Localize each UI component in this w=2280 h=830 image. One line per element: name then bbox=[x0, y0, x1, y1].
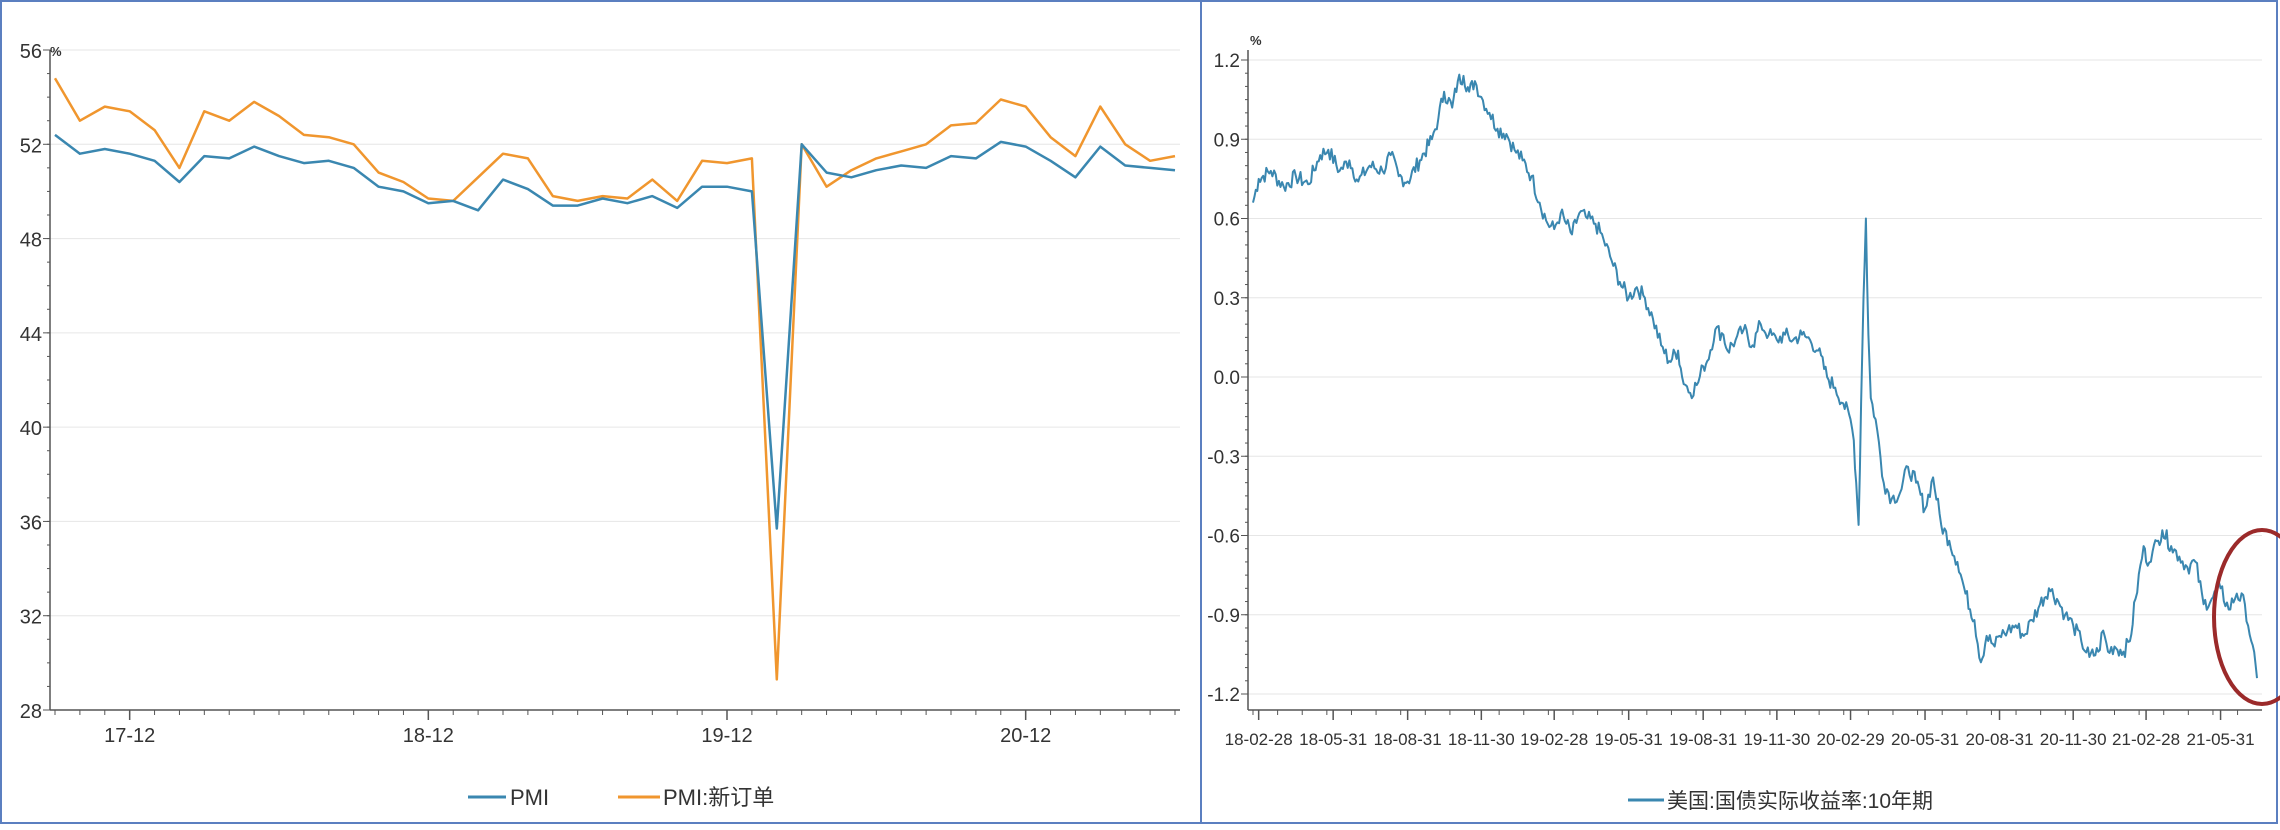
legend-yield-label: 美国:国债实际收益率:10年期 bbox=[1667, 790, 1933, 813]
pmi-unit-label: % bbox=[50, 44, 62, 59]
pmi-x-tick-label: 19-12 bbox=[701, 725, 752, 747]
yield-y-tick-label: 1.2 bbox=[1214, 51, 1240, 72]
yield-x-tick-label: 20-08-31 bbox=[1965, 730, 2033, 749]
yield-x-tick-label: 18-05-31 bbox=[1299, 730, 1367, 749]
yield-gridlines bbox=[1248, 59, 2262, 695]
pmi-x-tick-label: 18-12 bbox=[403, 725, 454, 747]
yield-y-tick-label: 0.3 bbox=[1214, 289, 1240, 310]
highlight-circle bbox=[2212, 528, 2280, 706]
yield-unit-label: % bbox=[1250, 33, 1262, 48]
yield-x-tick-label: 18-08-31 bbox=[1374, 730, 1442, 749]
pmi-line bbox=[54, 133, 1176, 530]
yield-x-tick-label: 20-11-30 bbox=[2040, 730, 2107, 749]
pmi-x-tick-label: 17-12 bbox=[104, 725, 155, 747]
pmi-y-tick-label: 52 bbox=[20, 135, 42, 157]
yield-y-tick-label: -0.3 bbox=[1207, 447, 1240, 468]
pmi-y-axis: 28 32 36 40 44 48 52 56 bbox=[20, 41, 51, 723]
yield-x-tick-label: 19-05-31 bbox=[1595, 730, 1663, 749]
yield-x-tick-label: 19-02-28 bbox=[1520, 730, 1588, 749]
us-real-yield-chart: -1.2 -0.9 -0.6 -0.3 0.0 0.3 0.6 0.9 1.2 18-02-28… bbox=[1207, 33, 2280, 813]
pmi-y-tick-label: 48 bbox=[20, 230, 42, 252]
yield-y-tick-label: -0.9 bbox=[1207, 606, 1240, 627]
right-panel-frame bbox=[1200, 0, 2278, 824]
yield-x-tick-label: 20-02-29 bbox=[1817, 730, 1885, 749]
pmi-y-tick-label: 28 bbox=[20, 701, 42, 723]
yield-x-tick-label: 19-11-30 bbox=[1743, 730, 1810, 749]
pmi-x-axis: 17-12 18-12 19-12 20-12 bbox=[50, 709, 1180, 747]
pmi-legend: PMI PMI:新订单 bbox=[468, 785, 774, 810]
left-panel-frame bbox=[0, 0, 1202, 824]
pmi-new-orders-line bbox=[53, 77, 1176, 681]
pmi-series bbox=[53, 77, 1176, 681]
yield-x-tick-label: 18-02-28 bbox=[1225, 730, 1293, 749]
us-real-yield-line bbox=[1252, 73, 2258, 679]
pmi-y-tick-label: 44 bbox=[20, 324, 42, 346]
yield-x-axis: 18-02-28 18-05-31 18-08-31 18-11-30 19-02-28… bbox=[1225, 709, 2262, 749]
yield-x-tick-label: 21-05-31 bbox=[2187, 730, 2255, 749]
yield-y-tick-label: 0.6 bbox=[1214, 210, 1240, 231]
pmi-x-tick-label: 20-12 bbox=[1000, 725, 1051, 747]
yield-x-tick-label: 18-11-30 bbox=[1448, 730, 1515, 749]
yield-y-tick-label: -1.2 bbox=[1207, 685, 1240, 706]
legend-pmi-label: PMI bbox=[510, 785, 549, 810]
pmi-gridlines bbox=[50, 49, 1180, 711]
legend-new-orders-label: PMI:新订单 bbox=[663, 785, 774, 810]
yield-y-tick-label: 0.9 bbox=[1214, 130, 1240, 151]
yield-x-tick-label: 21-02-28 bbox=[2112, 730, 2180, 749]
yield-y-tick-label: 0.0 bbox=[1214, 368, 1240, 389]
yield-x-tick-label: 19-08-31 bbox=[1669, 730, 1737, 749]
yield-y-axis: -1.2 -0.9 -0.6 -0.3 0.0 0.3 0.6 0.9 1.2 bbox=[1207, 50, 1249, 710]
yield-x-tick-label: 20-05-31 bbox=[1891, 730, 1959, 749]
pmi-y-tick-label: 32 bbox=[20, 607, 42, 629]
yield-series bbox=[1252, 73, 2258, 679]
yield-y-tick-label: -0.6 bbox=[1207, 527, 1240, 548]
pmi-y-tick-label: 56 bbox=[20, 41, 42, 63]
pmi-y-tick-label: 40 bbox=[20, 418, 42, 440]
pmi-y-tick-label: 36 bbox=[20, 512, 42, 534]
yield-legend: 美国:国债实际收益率:10年期 bbox=[1628, 790, 1933, 813]
